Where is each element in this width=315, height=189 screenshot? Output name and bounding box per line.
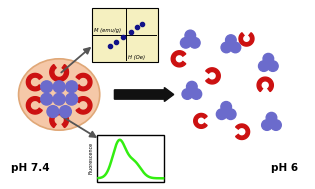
Polygon shape <box>26 97 42 114</box>
Circle shape <box>226 35 236 45</box>
Polygon shape <box>50 64 68 81</box>
Circle shape <box>266 112 277 123</box>
Polygon shape <box>206 68 220 84</box>
Circle shape <box>180 38 191 48</box>
Circle shape <box>191 89 202 99</box>
Ellipse shape <box>19 59 100 130</box>
Circle shape <box>267 61 278 71</box>
Circle shape <box>182 89 193 99</box>
Circle shape <box>226 109 236 119</box>
Bar <box>97 135 164 182</box>
Circle shape <box>271 120 281 130</box>
Circle shape <box>216 109 227 119</box>
Polygon shape <box>236 124 249 139</box>
Polygon shape <box>76 73 92 91</box>
Circle shape <box>53 81 65 93</box>
Circle shape <box>262 120 272 130</box>
Circle shape <box>41 81 53 93</box>
Circle shape <box>259 61 269 71</box>
Text: Fluorescence: Fluorescence <box>89 142 94 174</box>
Circle shape <box>230 42 241 53</box>
Text: pH 6: pH 6 <box>272 163 299 173</box>
Circle shape <box>60 106 71 118</box>
Polygon shape <box>257 77 273 92</box>
Circle shape <box>47 106 59 118</box>
Polygon shape <box>50 111 68 128</box>
Polygon shape <box>26 73 42 91</box>
Text: H (Oe): H (Oe) <box>128 55 145 60</box>
Circle shape <box>221 42 232 53</box>
Circle shape <box>53 93 65 105</box>
Polygon shape <box>171 51 186 67</box>
Circle shape <box>263 53 274 64</box>
Text: M (emu/g): M (emu/g) <box>94 28 121 33</box>
Polygon shape <box>194 113 207 128</box>
Bar <box>92 8 158 62</box>
FancyArrow shape <box>114 88 174 101</box>
Circle shape <box>221 101 232 112</box>
Circle shape <box>66 93 77 105</box>
Polygon shape <box>239 33 254 46</box>
Polygon shape <box>76 97 92 114</box>
Circle shape <box>186 81 197 92</box>
Circle shape <box>66 81 77 93</box>
Text: pH 7.4: pH 7.4 <box>11 163 49 173</box>
Circle shape <box>185 30 196 41</box>
Circle shape <box>190 38 200 48</box>
Circle shape <box>41 93 53 105</box>
